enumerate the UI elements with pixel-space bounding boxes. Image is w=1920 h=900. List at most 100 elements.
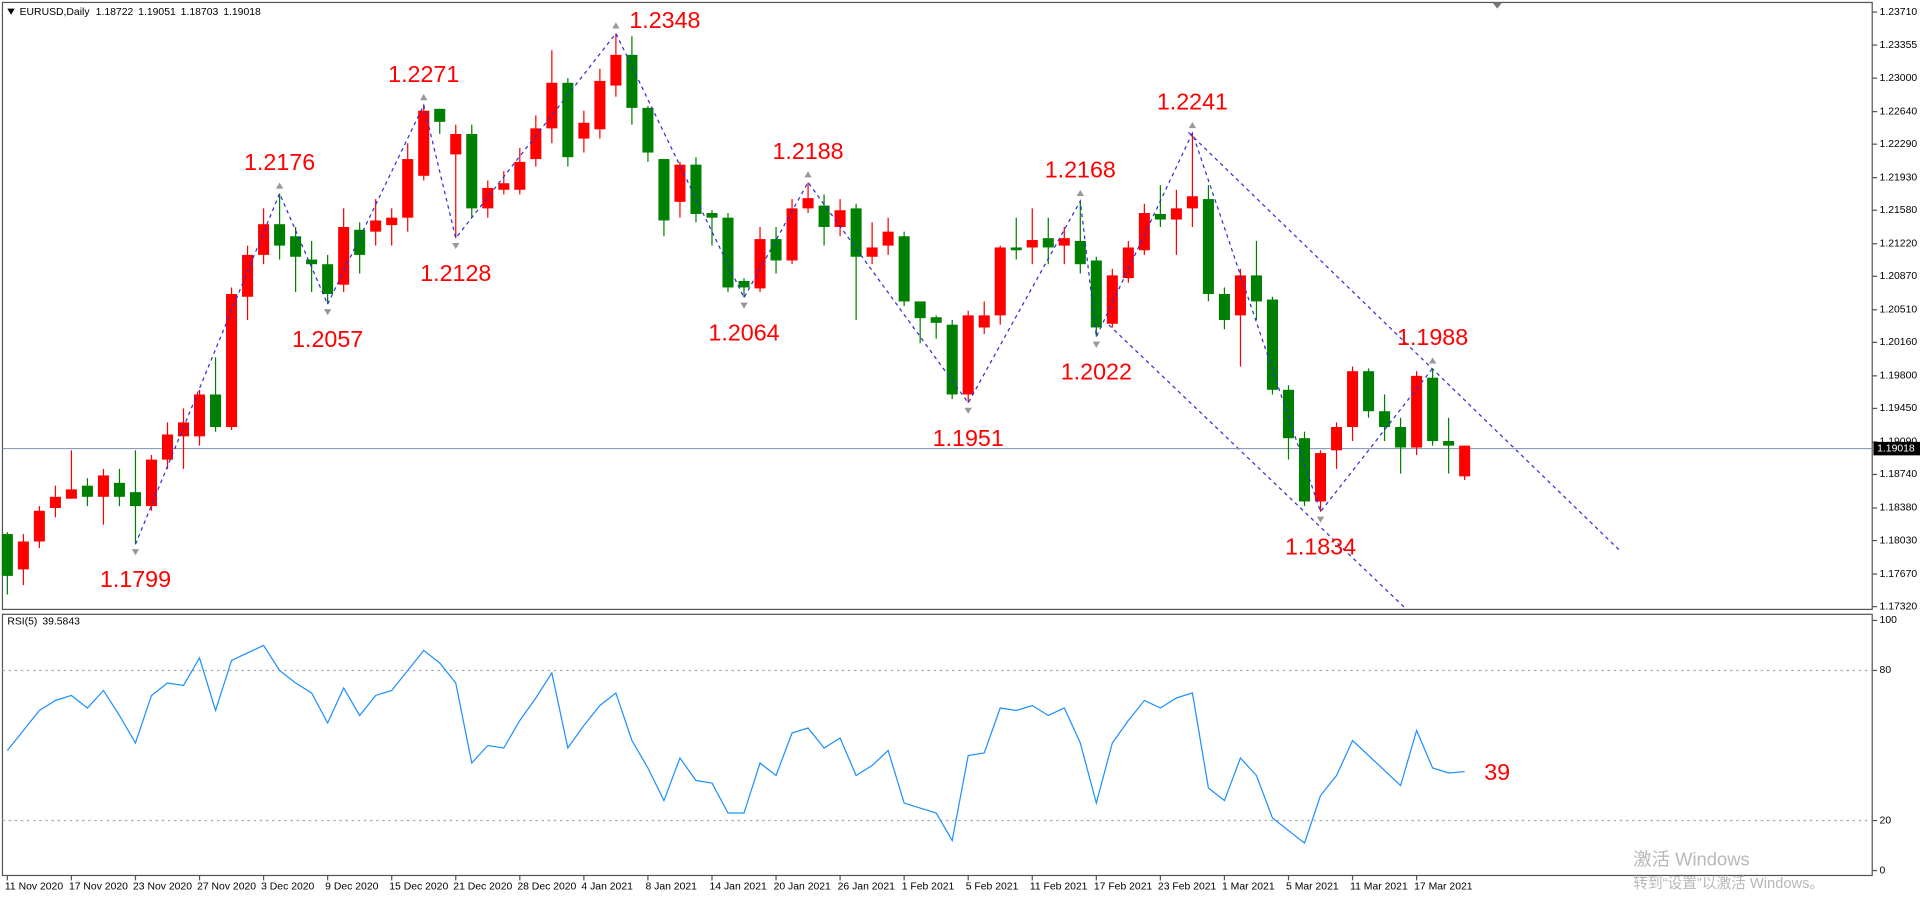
x-tick-label: 28 Dec 2020 [517,881,576,892]
candle-body [1202,199,1214,294]
y-tick-label: 1.21220 [1880,238,1918,249]
candle-body [1266,299,1278,390]
candle-body [770,239,782,261]
candle-body [1443,440,1455,446]
candle-body [498,183,510,190]
swing-label: 1.2271 [388,61,459,87]
x-tick-label: 17 Feb 2021 [1094,881,1153,892]
candle-body [546,82,558,129]
candle-body [466,133,478,209]
y-tick-label: 1.18380 [1880,503,1918,514]
candle-body [274,224,286,246]
fractal-arrow [420,94,428,101]
x-tick-label: 11 Mar 2021 [1350,881,1408,892]
zigzag [134,32,1434,545]
y-tick-label: 1.23000 [1880,73,1918,84]
candle-body [866,247,878,257]
candle-body [1459,445,1471,477]
candle-body [402,159,414,218]
x-tick-label: 3 Dec 2020 [261,881,314,892]
candle-body [690,164,702,214]
swing-label: 1.2241 [1157,89,1228,115]
fractal-arrow [1428,357,1437,364]
fractal-arrow [612,22,620,29]
candle-body [290,236,302,257]
swing-label: 1.2176 [244,149,315,175]
candle-body [1154,213,1166,220]
candle-body [81,485,93,497]
y-tick-label: 100 [1880,615,1898,626]
header-price: 1.18703 [181,7,219,18]
x-tick-label: 5 Mar 2021 [1286,881,1339,892]
candle-body [834,210,846,227]
candle-body [1331,427,1343,451]
candle-body [738,280,750,288]
swing-label: 1.1834 [1285,534,1356,560]
candle-body [978,315,990,328]
x-tick-label: 27 Nov 2020 [197,881,256,892]
shift-marker [1492,2,1503,9]
fractal-arrow [964,407,972,414]
rsi-line [6,644,1465,845]
header-price: 1.18722 [96,7,134,18]
candle-body [97,475,109,497]
x-tick-label: 4 Jan 2021 [581,881,633,892]
candle-body [882,231,894,246]
x-tick-label: 20 Jan 2021 [774,881,831,892]
rsi-annotation: 39 [1484,759,1510,785]
y-tick-label: 1.17320 [1880,601,1918,612]
swing-label: 1.2057 [292,326,363,352]
candle-body [674,164,686,202]
candle-body [129,492,141,507]
y-tick-label: 1.23710 [1880,7,1918,18]
candle-body [113,482,125,497]
candle-body [450,133,462,155]
candle-body [161,434,174,460]
candle-body [1315,453,1327,502]
candle-body [1074,240,1086,265]
current-price-box [1873,441,1920,456]
header-price: 1.19051 [138,7,176,18]
candle-body [226,293,238,428]
candle-body [946,324,958,395]
candle-body [1,534,13,576]
y-tick-label: 1.18030 [1880,535,1918,546]
y-tick-label: 1.19450 [1880,403,1918,414]
candle-body [258,224,270,255]
x-tick-label: 14 Jan 2021 [710,881,767,892]
candle-body [914,301,926,319]
swing-label: 1.2168 [1045,157,1116,183]
x-tick-label: 15 Dec 2020 [389,881,448,892]
candle-body [49,496,61,508]
swing-label: 1.2348 [629,7,700,33]
candle-body [1218,293,1230,321]
candle-body [1186,196,1198,209]
y-tick-label: 0 [1880,865,1886,876]
symbol-title: EURUSD,Daily [20,7,91,18]
fractal-arrow [1188,121,1197,129]
current-price-label: 1.19018 [1877,443,1915,454]
swing-label: 1.2022 [1061,359,1132,385]
fractal-arrow [275,182,284,189]
indicator-title: RSI(5) [7,616,37,627]
candle-body [1298,438,1311,502]
x-tick-label: 17 Mar 2021 [1414,881,1473,892]
fractal-arrow [1316,516,1325,523]
x-tick-label: 5 Feb 2021 [966,881,1019,892]
fractal-arrow [804,171,812,178]
candle-body [818,205,830,227]
swing-label: 1.1951 [933,425,1004,451]
candle-body [338,226,350,285]
candle-body [370,220,382,232]
candle-body [33,510,45,542]
candle-body [994,247,1006,316]
y-tick-label: 1.20870 [1880,271,1918,282]
x-tick-label: 1 Feb 2021 [902,881,955,892]
swing-label: 1.1799 [100,566,171,592]
y-tick-label: 80 [1880,665,1892,676]
x-tick-label: 11 Feb 2021 [1030,881,1088,892]
candle-body [1058,238,1070,246]
candle-body [434,108,446,122]
trend-line [1108,324,1408,610]
